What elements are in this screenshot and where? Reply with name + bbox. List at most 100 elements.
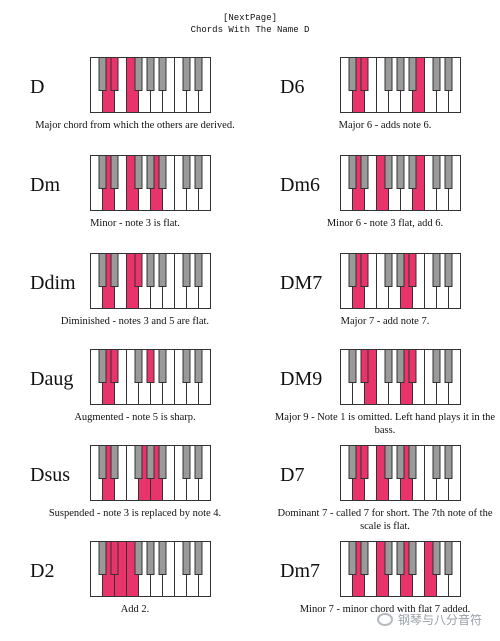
black-key [158,253,167,287]
black-key [408,57,417,91]
black-key [384,349,393,383]
black-key [182,349,191,383]
black-key [98,445,107,479]
black-key [146,155,155,189]
black-key [396,57,405,91]
black-key [444,155,453,189]
wechat-icon [376,613,393,626]
black-key [194,155,203,189]
black-key [146,541,155,575]
chord-description: Major 7 - add note 7. [340,316,430,327]
black-key [194,57,203,91]
black-key [348,57,357,91]
chord-name: D7 [280,464,305,486]
page-title: Chords With The Name D [190,25,310,35]
black-key [158,349,167,383]
black-key [134,445,143,479]
chord-description: Major chord from which the others are de… [35,120,235,131]
black-key [396,349,405,383]
chord-description: Dominant 7 - called 7 for short. The 7th… [277,508,493,532]
black-key [194,541,203,575]
black-key [194,349,203,383]
keyboard-diagram [90,541,211,597]
chord-card: D6 Major 6 - adds note 6. [250,57,500,157]
black-key [110,541,119,575]
watermark: 钢琴与八分音符 [376,611,482,628]
black-key [182,57,191,91]
chord-description: Diminished - notes 3 and 5 are flat. [60,316,210,327]
black-key [444,349,453,383]
chord-name: Ddim [30,272,76,294]
keyboard-diagram [90,349,211,405]
chord-card: DM9 Major 9 - Note 1 is omitted. Left ha… [250,349,500,449]
black-key [110,57,119,91]
chord-description: Augmented - note 5 is sharp. [74,412,196,423]
keyboard-diagram [340,155,461,211]
black-key [432,57,441,91]
chord-name: D [30,76,45,98]
black-key [432,349,441,383]
black-key [158,57,167,91]
chord-card: Dm6 Minor 6 - note 3 flat, add 6. [250,155,500,255]
next-page-link[interactable]: [NextPage] [222,13,277,23]
black-key [146,445,155,479]
chord-name: DM9 [280,368,323,390]
black-key [444,541,453,575]
black-key [134,349,143,383]
black-key [396,445,405,479]
black-key [408,349,417,383]
black-key [110,445,119,479]
black-key [444,445,453,479]
keyboard-diagram [90,253,211,309]
black-key [348,155,357,189]
chord-name: Dsus [30,464,71,486]
chord-card: DM7 Major 7 - add note 7. [250,253,500,353]
black-key [146,253,155,287]
black-key [444,253,453,287]
black-key [158,541,167,575]
black-key [432,445,441,479]
black-key [194,445,203,479]
keyboard-diagram [90,57,211,113]
chord-card: Dm7 Minor 7 - minor chord with flat 7 ad… [250,541,500,641]
black-key [408,155,417,189]
chord-description: Major 9 - Note 1 is omitted. Left hand p… [274,412,496,436]
black-key [98,349,107,383]
black-key [98,57,107,91]
black-key [134,57,143,91]
black-key [348,541,357,575]
black-key [432,253,441,287]
black-key [396,541,405,575]
black-key [134,155,143,189]
keyboard-diagram [90,155,211,211]
chord-description: Minor - note 3 is flat. [90,218,180,229]
chord-description: Suspended - note 3 is replaced by note 4… [48,508,222,519]
black-key [146,349,155,383]
black-key [348,445,357,479]
black-key [360,253,369,287]
keyboard-diagram [340,57,461,113]
chord-description: Major 6 - adds note 6. [338,120,432,131]
keyboard-diagram [340,253,461,309]
black-key [408,541,417,575]
watermark-text: 钢琴与八分音符 [397,613,482,627]
keyboard-diagram [340,445,461,501]
chord-card: Ddim Diminished - notes 3 and 5 are flat… [0,253,250,353]
keyboard-diagram [340,349,461,405]
chord-name: Daug [30,368,74,390]
chord-card: D2 Add 2. [0,541,250,641]
chord-card: Dsus Suspended - note 3 is replaced by n… [0,445,250,545]
chord-name: DM7 [280,272,323,294]
black-key [396,253,405,287]
black-key [134,253,143,287]
black-key [360,541,369,575]
black-key [98,253,107,287]
chord-card: Dm Minor - note 3 is flat. [0,155,250,255]
chord-card: Daug Augmented - note 5 is sharp. [0,349,250,449]
black-key [98,541,107,575]
black-key [98,155,107,189]
black-key [384,445,393,479]
black-key [408,253,417,287]
chord-name: D6 [280,76,305,98]
page-header: [NextPage] Chords With The Name D [0,12,500,36]
